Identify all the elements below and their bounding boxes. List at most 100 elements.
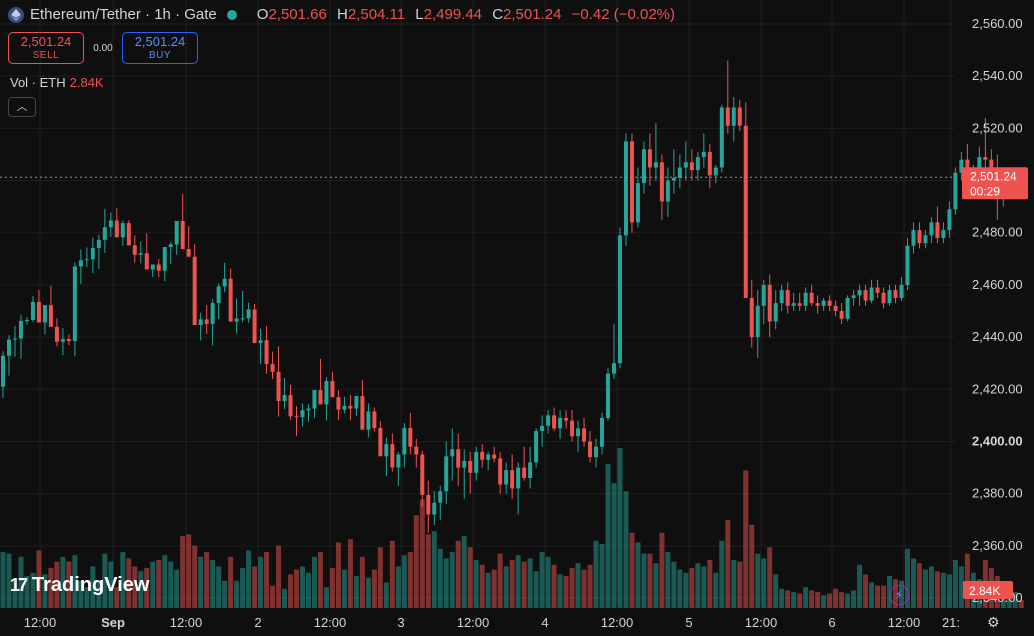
symbol-legend: Ethereum/Tether · 1h · Gate O2,501.66 H2… <box>8 6 675 23</box>
candle-body <box>246 309 251 319</box>
y-tick-label: 2,520.00 <box>972 120 1023 135</box>
candle-body <box>6 339 11 356</box>
candle-body <box>671 177 676 181</box>
volume-bar <box>258 556 264 608</box>
market-status-dot[interactable] <box>226 9 237 20</box>
candle-body <box>534 431 539 463</box>
x-tick-label: Sep <box>101 615 125 630</box>
volume-bar <box>108 561 114 608</box>
volume-bar <box>144 568 150 608</box>
settings-gear-icon[interactable]: ⚙ <box>987 614 1000 630</box>
volume-bar <box>234 580 240 608</box>
volume-bar <box>371 569 377 608</box>
volume-bar <box>815 592 821 608</box>
candle-body <box>180 221 185 250</box>
volume-bar <box>839 592 845 608</box>
candle-body <box>288 395 293 417</box>
candle-body <box>516 467 521 489</box>
symbol-title[interactable]: Ethereum/Tether · 1h · Gate <box>30 6 217 23</box>
candle-body <box>582 428 587 442</box>
volume-bar <box>66 561 72 608</box>
candle-body <box>504 470 509 485</box>
candle-body <box>378 427 383 457</box>
volume-bar <box>946 574 952 608</box>
volume-bar <box>401 555 407 608</box>
candle-body <box>522 467 527 478</box>
candle-body <box>665 180 670 202</box>
candle-body <box>120 223 125 238</box>
volume-bar <box>797 593 803 608</box>
candle-body <box>594 446 599 458</box>
x-axis[interactable]: 12:00 Sep 12:00 2 12:00 3 12:00 4 12:00 5 12:00 6 12… <box>24 615 960 630</box>
volume-bar <box>743 470 749 608</box>
candle-body <box>312 390 317 409</box>
volume-bar <box>126 558 132 608</box>
candle-body <box>935 222 940 238</box>
candle-body <box>408 427 413 447</box>
y-tick-label: 2,480.00 <box>972 225 1023 240</box>
volume-bar <box>18 556 24 608</box>
volume-bar <box>785 590 791 608</box>
volume-bar <box>443 558 449 608</box>
volume-bar <box>240 568 246 608</box>
tradingview-logo[interactable]: 17 TradingView <box>10 574 149 597</box>
candle-body <box>564 417 569 421</box>
volume-bar <box>323 587 329 608</box>
ethereum-icon <box>8 6 24 23</box>
x-tick-label: 6 <box>828 615 835 630</box>
candle-body <box>881 292 886 304</box>
candle-body <box>546 415 551 426</box>
lightning-icon[interactable]: ⚡ <box>889 585 909 605</box>
volume-legend[interactable]: Vol · ETH 2.84K <box>10 75 104 90</box>
volume-bar <box>503 566 509 608</box>
volume-bar <box>689 568 695 608</box>
candle-body <box>132 245 137 255</box>
candle-body <box>468 461 473 473</box>
volume-bar <box>461 536 467 608</box>
volume-bar <box>114 587 120 608</box>
collapse-legend-button[interactable]: ︿ <box>8 97 36 117</box>
volume-bar <box>1012 592 1018 608</box>
candle-body <box>66 339 71 342</box>
volume-bar <box>755 553 761 608</box>
volume-bar <box>174 569 180 608</box>
candle-body <box>827 300 832 306</box>
volume-bar <box>425 534 431 608</box>
candle-body <box>600 417 604 447</box>
volume-bar <box>282 588 288 608</box>
candle-body <box>150 264 155 270</box>
candle-body <box>677 167 682 178</box>
volume-bar <box>365 577 371 608</box>
candle-body <box>18 320 23 339</box>
candle-body <box>420 454 425 495</box>
volume-bar <box>659 532 665 608</box>
candlesticks <box>1 60 1024 533</box>
volume-bar <box>0 552 6 608</box>
volume-bar <box>305 572 311 608</box>
candle-body <box>102 227 107 240</box>
candle-body <box>611 363 616 374</box>
volume-bar <box>491 569 497 608</box>
volume-bar <box>809 590 815 608</box>
volume-bar <box>869 582 875 608</box>
open-value: 2,501.66 <box>268 6 327 23</box>
candle-body <box>450 449 455 457</box>
buy-button[interactable]: 2,501.24 BUY <box>122 32 198 64</box>
volume-bar <box>599 544 605 608</box>
volume-bar <box>48 568 54 608</box>
sell-label: SELL <box>32 50 60 61</box>
candle-body <box>947 209 952 231</box>
volume-bar <box>377 547 383 608</box>
x-tick-label: 12:00 <box>888 615 921 630</box>
candle-body <box>923 235 928 244</box>
chevron-up-icon: ︿ <box>16 101 28 113</box>
candle-body <box>216 286 221 304</box>
candle-body <box>635 183 640 223</box>
y-axis[interactable]: 2,560.002,540.002,520.002,500.002,480.00… <box>972 16 1023 605</box>
volume-bar <box>150 561 156 608</box>
candle-body <box>414 446 419 455</box>
volume-bar <box>731 560 737 608</box>
candle-body <box>623 141 628 236</box>
sell-button[interactable]: 2,501.24 SELL <box>8 32 84 64</box>
